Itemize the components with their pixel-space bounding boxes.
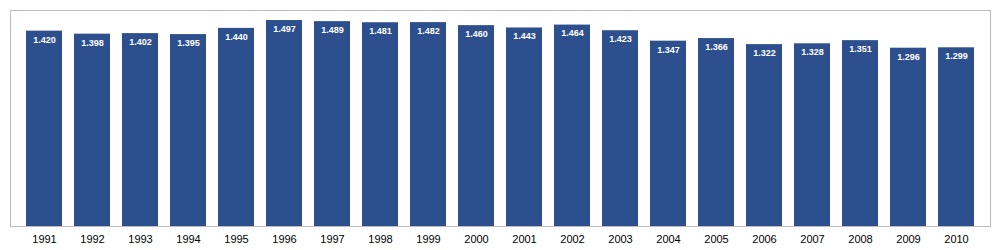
svg-text:2008: 2008 (848, 233, 872, 245)
svg-text:2005: 2005 (704, 233, 728, 245)
svg-text:1.460: 1.460 (465, 29, 488, 39)
svg-text:2000: 2000 (464, 233, 488, 245)
svg-text:2009: 2009 (896, 233, 920, 245)
svg-text:1.398: 1.398 (81, 38, 104, 48)
svg-text:1.423: 1.423 (609, 34, 632, 44)
svg-text:1.299: 1.299 (945, 51, 968, 61)
svg-text:1.296: 1.296 (897, 52, 920, 62)
svg-text:1.366: 1.366 (705, 42, 728, 52)
svg-text:2007: 2007 (800, 233, 824, 245)
svg-text:1991: 1991 (32, 233, 56, 245)
svg-text:1999: 1999 (416, 233, 440, 245)
svg-text:1.481: 1.481 (369, 26, 392, 36)
svg-text:2001: 2001 (512, 233, 536, 245)
svg-text:2002: 2002 (560, 233, 584, 245)
svg-text:1.489: 1.489 (321, 25, 344, 35)
svg-text:2006: 2006 (752, 233, 776, 245)
svg-text:1.402: 1.402 (129, 37, 152, 47)
svg-text:1.440: 1.440 (225, 32, 248, 42)
svg-text:1.328: 1.328 (801, 47, 824, 57)
svg-text:1.347: 1.347 (657, 45, 680, 55)
svg-text:2010: 2010 (944, 233, 968, 245)
svg-text:2004: 2004 (656, 233, 680, 245)
svg-text:1998: 1998 (368, 233, 392, 245)
svg-text:1992: 1992 (80, 233, 104, 245)
svg-text:1.420: 1.420 (33, 35, 56, 45)
svg-text:1994: 1994 (176, 233, 200, 245)
svg-text:1.322: 1.322 (753, 48, 776, 58)
svg-text:1.395: 1.395 (177, 38, 200, 48)
svg-text:1995: 1995 (224, 233, 248, 245)
svg-text:1.351: 1.351 (849, 44, 872, 54)
svg-text:1.443: 1.443 (513, 31, 536, 41)
svg-text:1.482: 1.482 (417, 26, 440, 36)
svg-text:2003: 2003 (608, 233, 632, 245)
svg-text:1996: 1996 (272, 233, 296, 245)
svg-text:1.464: 1.464 (561, 28, 584, 38)
svg-text:1.497: 1.497 (273, 24, 296, 34)
svg-text:1993: 1993 (128, 233, 152, 245)
svg-text:1997: 1997 (320, 233, 344, 245)
